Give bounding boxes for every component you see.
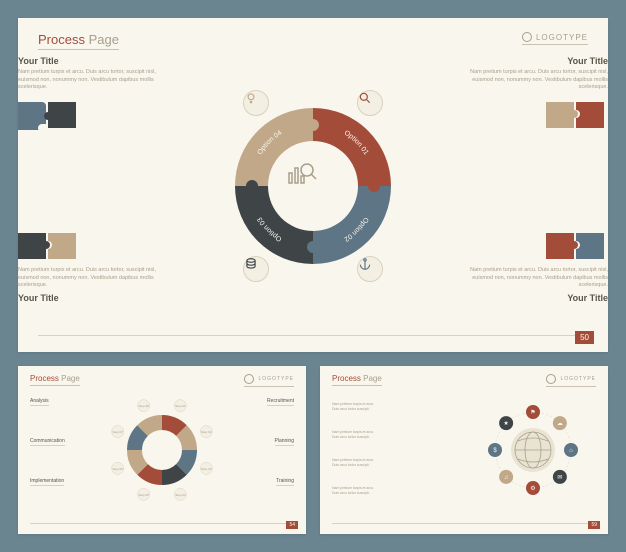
puzzle-icon — [18, 231, 178, 261]
svg-text:Step 07: Step 07 — [112, 430, 123, 434]
footer-divider — [30, 523, 294, 524]
slide-title: Process Page — [332, 374, 382, 386]
side-label: Planning — [275, 438, 294, 446]
main-content: Your Title Nam pretium turpis et arcu. D… — [18, 56, 608, 316]
circle-diagram: Option 01 Option 02 Option 03 Option 04 — [223, 96, 403, 276]
svg-text:☁: ☁ — [557, 421, 563, 427]
corner-top-right: Your Title Nam pretium turpis et arcu. D… — [448, 56, 608, 130]
bulb-icon — [243, 90, 269, 116]
svg-text:Step 05: Step 05 — [138, 493, 149, 497]
page-number: 50 — [575, 331, 594, 344]
side-label: Communication — [30, 438, 65, 446]
thumbnail-row: Process Page LOGOTYPE Step 01Step 02Step… — [18, 366, 608, 534]
side-text: Nam pretium turpis et arcu. Duis arcu to… — [332, 458, 382, 467]
main-slide: Process Page LOGOTYPE Your Title Nam pre… — [18, 18, 608, 352]
slide-title: Process Page — [38, 32, 119, 50]
logotype: LOGOTYPE — [244, 374, 294, 387]
corner-text: Nam pretium turpis et arcu. Duis arcu to… — [448, 267, 608, 290]
svg-text:♫: ♫ — [504, 475, 509, 481]
anchor-icon — [357, 256, 383, 282]
corner-text: Nam pretium turpis et arcu. Duis arcu to… — [448, 69, 608, 92]
svg-text:Step 01: Step 01 — [175, 404, 186, 408]
thumb-content: ⚑☁⌂✉⚙♫$★ Nam pretium turpis et arcu. Dui… — [320, 390, 608, 510]
puzzle-icon — [448, 231, 608, 261]
svg-text:Step 08: Step 08 — [138, 404, 149, 408]
slide-header: Process Page LOGOTYPE — [18, 366, 306, 390]
thumb-slide-right: Process Page LOGOTYPE ⚑☁⌂✉⚙♫$★ — [320, 366, 608, 534]
page-number: 59 — [588, 521, 600, 529]
svg-text:Step 03: Step 03 — [201, 467, 212, 471]
svg-text:Step 02: Step 02 — [201, 430, 212, 434]
search-icon — [357, 90, 383, 116]
corner-text: Nam pretium turpis et arcu. Duis arcu to… — [18, 69, 178, 92]
corner-title: Your Title — [18, 293, 178, 303]
slide-header: Process Page LOGOTYPE — [18, 18, 608, 56]
side-label: Implementation — [30, 478, 64, 486]
corner-title: Your Title — [18, 56, 178, 66]
puzzle-icon — [18, 100, 178, 130]
corner-top-left: Your Title Nam pretium turpis et arcu. D… — [18, 56, 178, 130]
svg-text:★: ★ — [503, 420, 508, 427]
logotype: LOGOTYPE — [522, 32, 588, 45]
svg-text:⚙: ⚙ — [530, 485, 535, 492]
puzzle-icon — [448, 100, 608, 130]
side-label: Recruitment — [267, 398, 294, 406]
slide-header: Process Page LOGOTYPE — [320, 366, 608, 390]
footer-divider — [332, 523, 596, 524]
page-number: 54 — [286, 521, 298, 529]
corner-title: Your Title — [448, 56, 608, 66]
slide-title: Process Page — [30, 374, 80, 386]
corner-text: Nam pretium turpis et arcu. Duis arcu to… — [18, 267, 178, 290]
svg-text:Step 06: Step 06 — [112, 467, 123, 471]
footer-divider — [38, 335, 588, 336]
corner-title: Your Title — [448, 293, 608, 303]
chart-search-icon — [285, 158, 341, 214]
side-text: Nam pretium turpis et arcu. Duis arcu to… — [332, 402, 382, 411]
svg-text:⚑: ⚑ — [530, 409, 535, 416]
corner-bottom-right: Nam pretium turpis et arcu. Duis arcu to… — [448, 223, 608, 306]
side-text: Nam pretium turpis et arcu. Duis arcu to… — [332, 430, 382, 439]
logotype: LOGOTYPE — [546, 374, 596, 387]
side-text: Nam pretium turpis et arcu. Duis arcu to… — [332, 486, 382, 495]
thumb-content: Step 01 Step 02 Step 03 Step 04 Step 05 Step … — [18, 390, 306, 510]
segmented-ring: Step 01Step 02Step 03Step 04Step 05Step … — [117, 405, 207, 495]
database-icon — [243, 256, 269, 282]
svg-text:Step 04: Step 04 — [175, 493, 186, 497]
svg-text:⌂: ⌂ — [569, 448, 573, 454]
svg-text:✉: ✉ — [557, 475, 562, 481]
corner-bottom-left: Nam pretium turpis et arcu. Duis arcu to… — [18, 223, 178, 306]
side-label: Analysis — [30, 398, 49, 406]
side-label: Training — [276, 478, 294, 486]
globe-ring: ⚑☁⌂✉⚙♫$★ — [488, 405, 578, 495]
thumb-slide-left: Process Page LOGOTYPE Step 01Step 02Step… — [18, 366, 306, 534]
